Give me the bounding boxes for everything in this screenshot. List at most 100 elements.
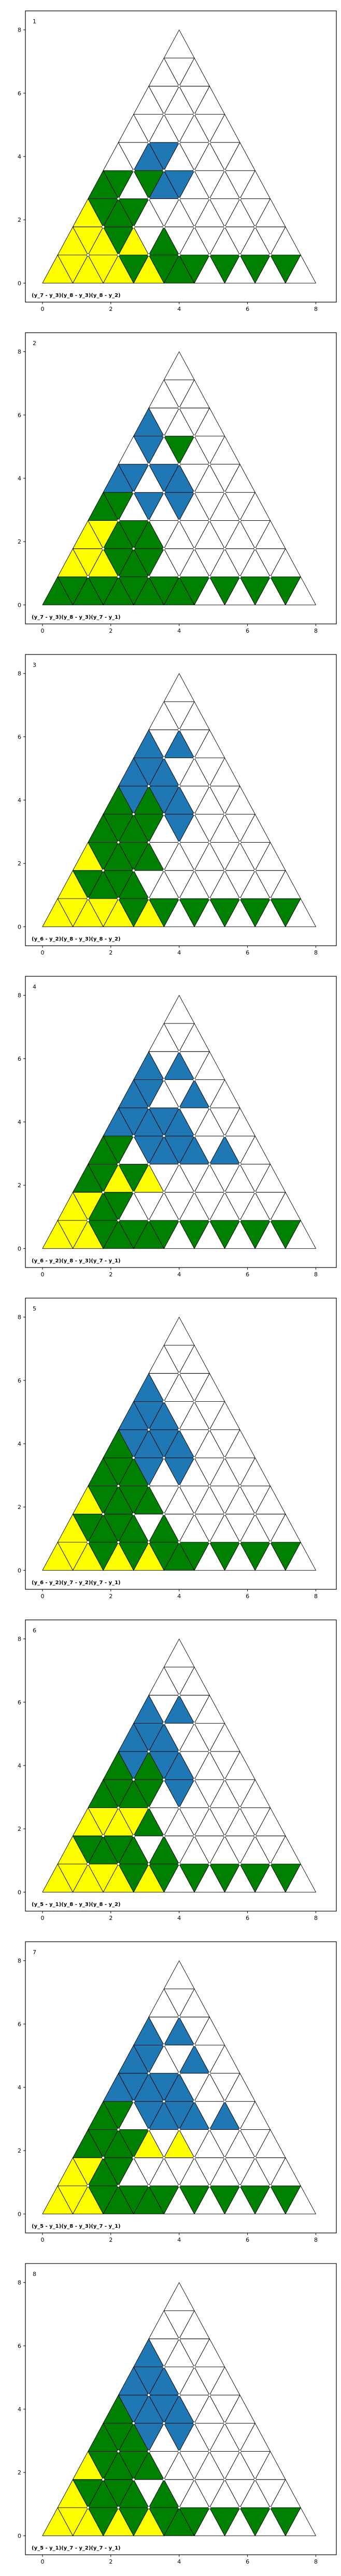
panel-2: 0 2 4 6 8 0 2 4 6 8 2 (y_7 - y_3)(y_8 - y_3)(y_7 - … (0, 322, 341, 644)
triangle-grid (42, 673, 316, 927)
y-tick-label: 2 (18, 217, 21, 223)
x-tick-label: 0 (40, 1915, 44, 1922)
panel-plot: 0 2 4 6 8 0 2 4 6 8 4 (y_6 - y_2)(y_8 - y_3)(y_7 - … (18, 976, 337, 1278)
vertex-marker (132, 1456, 135, 1460)
vertex-marker (223, 1190, 226, 1194)
x-tick-label: 8 (314, 949, 318, 956)
triangle-grid (42, 30, 316, 283)
vertex-marker (147, 1106, 150, 1109)
vertex-marker (208, 2506, 211, 2509)
vertex-marker (117, 2450, 120, 2453)
panel-4: 0 2 4 6 8 0 2 4 6 8 4 (y_6 - y_2)(y_8 - y_3)(y_7 - … (0, 965, 341, 1287)
y-tick-label: 6 (18, 1377, 21, 1384)
vertex-marker (117, 1806, 120, 1810)
vertex-marker (117, 897, 120, 900)
y-tick-label: 0 (18, 602, 21, 608)
vertex-markers (86, 1372, 272, 1544)
vertex-marker (223, 491, 226, 494)
vertex-marker (177, 841, 181, 844)
vertex-marker (162, 1778, 166, 1782)
y-tick-label: 0 (18, 2532, 21, 2539)
vertex-marker (193, 491, 196, 494)
vertex-marker (193, 547, 196, 550)
vertex-marker (162, 169, 166, 173)
x-tick-label: 8 (314, 1271, 318, 1278)
panel-formula: (y_7 - y_3)(y_8 - y_3)(y_8 - y_2) (32, 293, 121, 298)
vertex-marker (193, 2100, 196, 2103)
vertex-marker (238, 253, 241, 257)
x-tick-label: 0 (40, 1271, 44, 1278)
y-tick-label: 2 (18, 1182, 21, 1189)
triangle-cell (163, 1639, 195, 1668)
y-tick-label: 0 (18, 2211, 21, 2217)
x-tick-label: 6 (246, 306, 249, 312)
triangle-grid (42, 2282, 316, 2536)
vertex-marker (193, 2365, 196, 2369)
vertex-marker (238, 1484, 241, 1488)
triangle-cell (163, 673, 195, 702)
x-tick-label: 6 (246, 1593, 249, 1600)
vertex-marker (147, 1541, 150, 1544)
x-tick-label: 2 (109, 949, 112, 956)
vertex-marker (193, 2156, 196, 2159)
vertex-marker (268, 1219, 272, 1222)
panel-formula: (y_6 - y_2)(y_7 - y_2)(y_7 - y_1) (32, 1580, 121, 1586)
panel-number: 5 (33, 1305, 36, 1312)
vertex-markers (86, 1050, 272, 1222)
y-tick-label: 8 (18, 1636, 21, 1643)
vertex-marker (132, 1512, 135, 1516)
vertex-marker (238, 2450, 241, 2453)
vertex-marker (86, 2506, 90, 2509)
vertex-marker (177, 2506, 181, 2509)
y-tick-label: 2 (18, 538, 21, 545)
vertex-marker (162, 434, 166, 438)
vertex-marker (132, 813, 135, 816)
vertex-marker (208, 140, 211, 144)
vertex-marker (162, 2043, 166, 2047)
vertex-marker (223, 225, 226, 229)
vertex-marker (193, 1078, 196, 1081)
vertex-marker (238, 197, 241, 201)
vertex-marker (162, 2100, 166, 2103)
vertex-markers (86, 2337, 272, 2509)
vertex-marker (162, 1512, 166, 1516)
y-tick-label: 4 (18, 475, 21, 482)
panel-plot: 0 2 4 6 8 0 2 4 6 8 7 (y_5 - y_1)(y_8 - y_3)(y_7 - … (18, 1941, 337, 2243)
triangle-cell (163, 995, 195, 1024)
vertex-marker (132, 2100, 135, 2103)
vertex-marker (208, 1162, 211, 1166)
y-tick-label: 6 (18, 1699, 21, 1706)
vertex-marker (86, 1219, 90, 1222)
vertex-markers (86, 728, 272, 900)
vertex-marker (253, 1512, 257, 1516)
panel-number: 3 (33, 662, 36, 668)
y-tick-label: 0 (18, 1889, 21, 1896)
vertex-marker (102, 547, 105, 550)
vertex-marker (117, 197, 120, 201)
panel-formula: (y_5 - y_1)(y_8 - y_3)(y_8 - y_2) (32, 1902, 121, 1908)
vertex-marker (177, 2128, 181, 2131)
vertex-marker (268, 2184, 272, 2187)
vertex-marker (147, 1862, 150, 1866)
vertex-marker (238, 897, 241, 900)
vertex-marker (208, 841, 211, 844)
vertex-markers (86, 1693, 272, 1866)
x-tick-label: 2 (109, 1915, 112, 1922)
vertex-marker (193, 169, 196, 173)
vertex-marker (223, 2478, 226, 2481)
vertex-marker (177, 1484, 181, 1488)
vertex-marker (193, 1834, 196, 1838)
x-tick-label: 8 (314, 1593, 318, 1600)
panel-plot: 0 2 4 6 8 0 2 4 6 8 5 (y_6 - y_2)(y_7 - y_2)(y_7 - … (18, 1298, 337, 1600)
triangle-cell (163, 1960, 195, 1989)
panel-8: 0 2 4 6 8 0 2 4 6 8 8 (y_5 - y_1)(y_7 - y_2)(y_7 - … (0, 2253, 341, 2574)
vertex-marker (177, 253, 181, 257)
vertex-marker (162, 813, 166, 816)
x-tick-label: 2 (109, 306, 112, 312)
vertex-marker (193, 112, 196, 116)
vertex-marker (132, 547, 135, 550)
vertex-marker (193, 2422, 196, 2425)
vertex-marker (177, 2393, 181, 2397)
vertex-markers (86, 2015, 272, 2187)
vertex-marker (223, 813, 226, 816)
